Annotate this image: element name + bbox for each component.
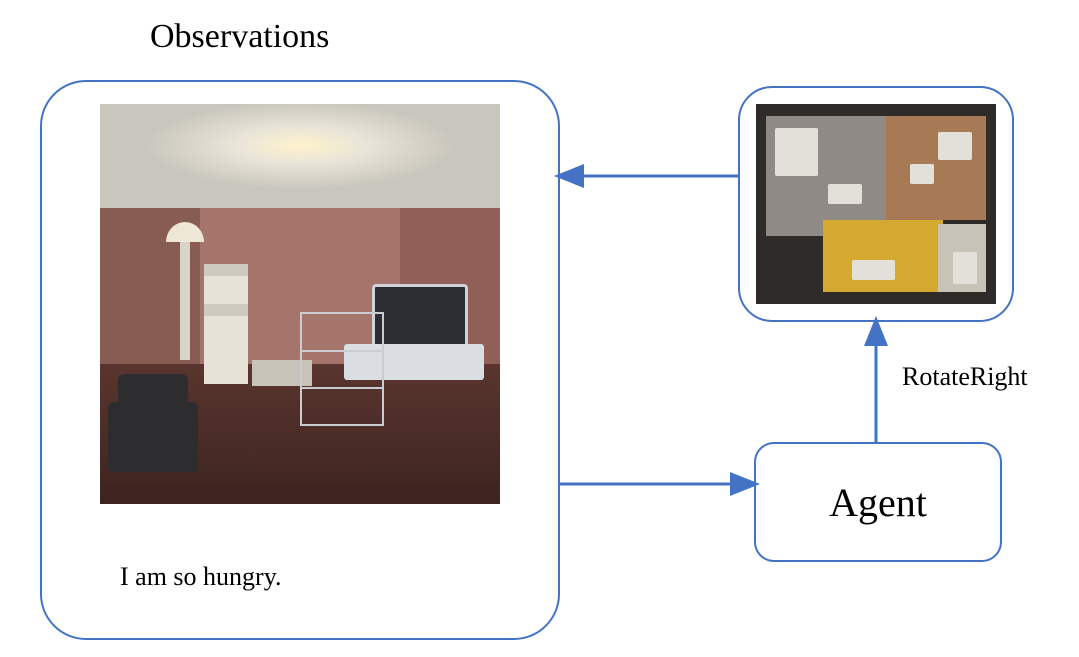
floorplan-room-3 (823, 220, 943, 292)
scene-ceiling (100, 104, 500, 208)
scene-shelf (204, 264, 248, 384)
floorplan-furniture (938, 132, 972, 160)
floorplan-furniture (775, 128, 818, 176)
scene-floor-lamp (180, 240, 190, 360)
agent-label: Agent (756, 444, 1000, 560)
floorplan-furniture (852, 260, 895, 280)
floorplan-furniture (910, 164, 934, 184)
environment-floorplan (756, 104, 996, 304)
floorplan-furniture (828, 184, 862, 204)
scene-wire-rack (300, 312, 384, 426)
observation-image (100, 104, 500, 504)
action-label: RotateRight (902, 362, 1028, 392)
scene-tv (372, 284, 468, 350)
observations-title: Observations (150, 18, 329, 56)
observation-caption: I am so hungry. (120, 562, 282, 592)
floorplan-furniture (953, 252, 977, 284)
scene-armchair (108, 402, 198, 472)
agent-box: Agent (754, 442, 1002, 562)
